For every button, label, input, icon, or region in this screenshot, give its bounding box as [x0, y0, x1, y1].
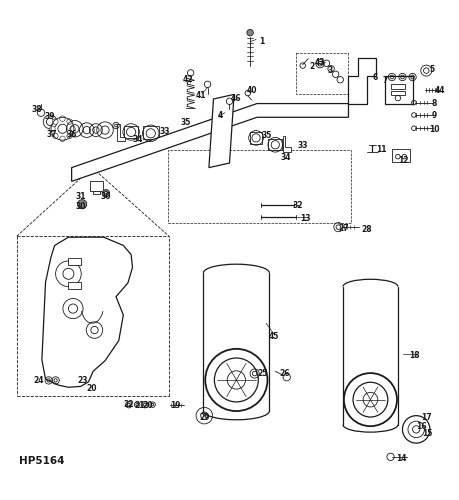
Text: 29: 29: [199, 412, 210, 422]
Text: 32: 32: [293, 200, 303, 209]
Circle shape: [104, 192, 108, 195]
Text: 40: 40: [246, 86, 257, 96]
Circle shape: [247, 30, 253, 36]
Circle shape: [363, 392, 378, 407]
Text: 12: 12: [398, 156, 409, 166]
Text: HP5164: HP5164: [19, 456, 65, 466]
Polygon shape: [269, 140, 282, 150]
Text: 23: 23: [77, 376, 87, 385]
Circle shape: [102, 190, 110, 197]
Text: 33: 33: [297, 141, 308, 150]
Polygon shape: [118, 124, 125, 141]
Text: 6: 6: [372, 73, 378, 82]
Circle shape: [53, 133, 58, 138]
Bar: [90, 182, 103, 192]
Text: 16: 16: [416, 422, 427, 430]
Text: 44: 44: [435, 86, 445, 96]
Circle shape: [214, 358, 258, 402]
Text: 34: 34: [280, 153, 291, 162]
Text: 9: 9: [432, 112, 437, 120]
Text: 20: 20: [142, 401, 152, 410]
Text: 22: 22: [123, 400, 134, 409]
Circle shape: [408, 421, 425, 438]
Circle shape: [67, 119, 73, 124]
Text: 19: 19: [170, 401, 181, 410]
Text: 3: 3: [328, 66, 333, 75]
Polygon shape: [72, 104, 348, 182]
Circle shape: [205, 349, 268, 411]
Text: 30: 30: [101, 192, 111, 200]
Circle shape: [403, 416, 430, 443]
Polygon shape: [284, 136, 291, 152]
Text: 13: 13: [300, 214, 310, 224]
Text: 14: 14: [396, 454, 407, 462]
Text: 27: 27: [339, 224, 349, 232]
Text: 45: 45: [269, 332, 280, 342]
Text: 5: 5: [429, 64, 434, 74]
Text: 17: 17: [421, 412, 431, 422]
Bar: [392, 150, 410, 162]
Circle shape: [60, 136, 65, 141]
Circle shape: [67, 133, 73, 138]
Text: 30: 30: [76, 202, 86, 211]
Text: 18: 18: [409, 351, 420, 360]
Text: 33: 33: [159, 128, 170, 136]
Text: 8: 8: [432, 99, 437, 108]
Text: 38: 38: [32, 104, 43, 114]
Circle shape: [78, 200, 87, 209]
Circle shape: [227, 371, 246, 389]
Text: 31: 31: [76, 192, 86, 200]
Text: 26: 26: [279, 369, 290, 378]
Text: 36: 36: [67, 130, 77, 139]
Text: 15: 15: [422, 430, 432, 438]
Polygon shape: [42, 237, 133, 388]
Text: 28: 28: [362, 225, 372, 234]
Circle shape: [60, 116, 65, 121]
Polygon shape: [250, 132, 263, 144]
Text: 34: 34: [133, 135, 143, 144]
Bar: [68, 282, 81, 289]
Polygon shape: [347, 58, 376, 104]
Text: 35: 35: [181, 118, 191, 128]
Text: 37: 37: [47, 130, 57, 139]
Text: 41: 41: [196, 91, 207, 100]
Text: 42: 42: [183, 76, 194, 84]
Text: 11: 11: [376, 145, 386, 154]
Bar: [93, 192, 100, 194]
Bar: [391, 84, 405, 89]
Text: 1: 1: [259, 38, 264, 46]
Text: 7: 7: [382, 76, 388, 85]
Circle shape: [70, 126, 75, 132]
Circle shape: [50, 126, 55, 132]
Bar: [68, 258, 81, 264]
Text: 35: 35: [262, 131, 272, 140]
Text: 10: 10: [429, 125, 440, 134]
Text: 20: 20: [86, 384, 96, 392]
Circle shape: [53, 119, 58, 124]
Text: 43: 43: [315, 58, 325, 67]
Circle shape: [353, 382, 388, 417]
Polygon shape: [385, 76, 413, 104]
Text: 4: 4: [218, 110, 223, 120]
Text: 25: 25: [257, 369, 268, 378]
Polygon shape: [209, 94, 234, 168]
Text: 2: 2: [309, 62, 314, 72]
Text: 21: 21: [134, 401, 145, 410]
Text: 24: 24: [34, 376, 44, 385]
Circle shape: [344, 373, 397, 426]
Circle shape: [413, 426, 420, 433]
Bar: [391, 91, 405, 96]
Text: 46: 46: [231, 94, 241, 104]
Text: 39: 39: [45, 112, 56, 121]
Polygon shape: [144, 126, 158, 140]
Polygon shape: [124, 126, 138, 138]
